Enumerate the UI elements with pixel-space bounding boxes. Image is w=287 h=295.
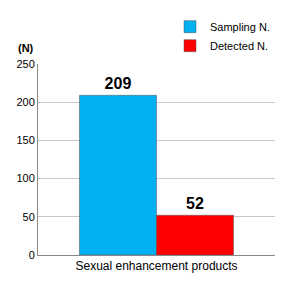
- svg-text:52: 52: [186, 195, 204, 212]
- svg-text:209: 209: [105, 75, 132, 92]
- svg-text:250: 250: [16, 58, 34, 70]
- svg-text:Sexual enhancement products: Sexual enhancement products: [75, 259, 237, 273]
- svg-text:150: 150: [16, 134, 34, 146]
- svg-text:Detected N.: Detected N.: [210, 40, 268, 52]
- svg-text:(N): (N): [18, 42, 34, 54]
- svg-text:50: 50: [23, 211, 35, 223]
- svg-text:Sampling N.: Sampling N.: [210, 21, 270, 33]
- svg-text:200: 200: [16, 96, 34, 108]
- svg-text:100: 100: [16, 172, 34, 184]
- svg-text:0: 0: [29, 249, 35, 261]
